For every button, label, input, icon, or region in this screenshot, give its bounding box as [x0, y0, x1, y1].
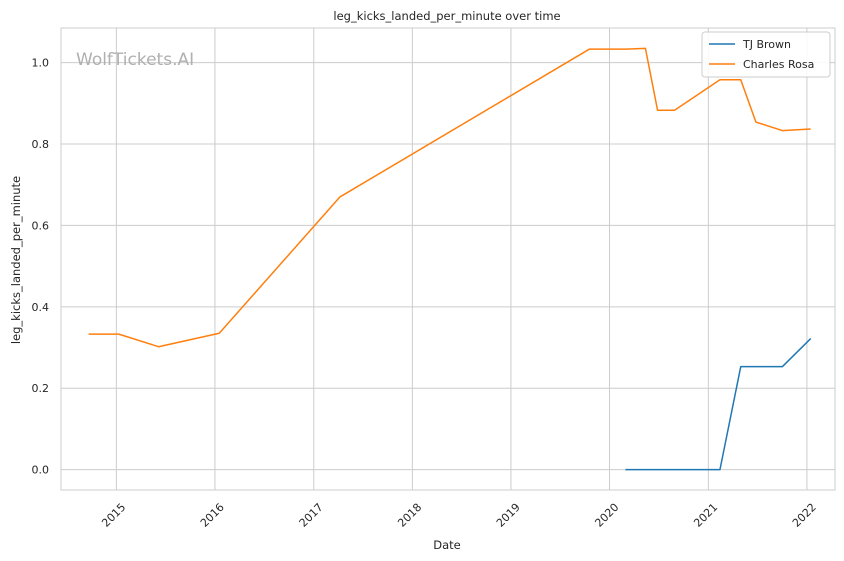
y-axis-title: leg_kicks_landed_per_minute: [9, 176, 23, 344]
series-line-tj-brown: [625, 338, 812, 471]
y-tick-label: 0.8: [32, 138, 50, 151]
plot-background: [61, 28, 835, 490]
series-lines: [88, 47, 812, 471]
plot-frame: [60, 27, 836, 491]
y-tick-label: 0.2: [32, 382, 50, 395]
legend-label-tj-brown: TJ Brown: [742, 38, 791, 51]
series-line-charles-rosa: [88, 47, 811, 348]
watermark: WolfTickets.AI: [76, 50, 194, 70]
plot-area: [60, 27, 836, 491]
y-tick-label: 1.0: [32, 57, 50, 70]
y-axis-ticks: 0.0 0.2 0.4 0.6 0.8 1.0: [32, 57, 50, 477]
chart-title: leg_kicks_landed_per_minute over time: [333, 9, 560, 23]
legend: TJ Brown Charles Rosa: [701, 31, 831, 78]
y-tick-label: 0.6: [32, 219, 50, 232]
y-tick-label: 0.4: [32, 301, 50, 314]
x-axis-title: Date: [433, 538, 461, 552]
y-tick-label: 0.0: [32, 464, 50, 477]
grid-lines: [61, 28, 835, 490]
legend-label-charles-rosa: Charles Rosa: [743, 58, 814, 71]
